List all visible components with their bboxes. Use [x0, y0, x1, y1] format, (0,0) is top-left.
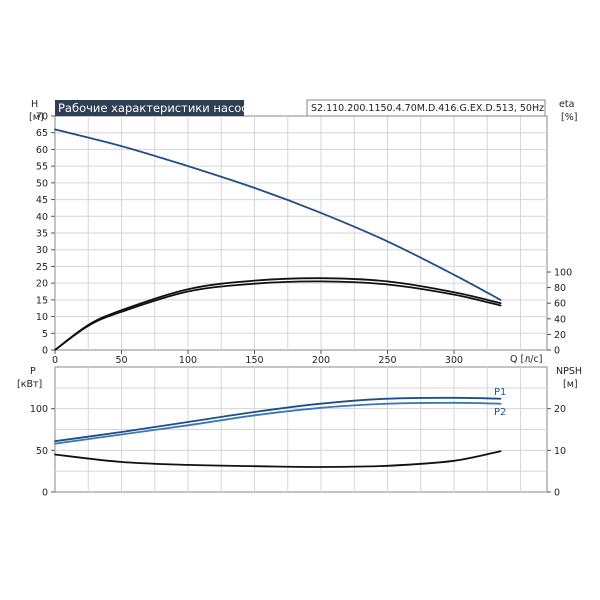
series-line-P2 [54, 401, 502, 445]
left-axis-tick-label: 35 [36, 229, 48, 240]
left-axis-tick-label: 30 [36, 245, 48, 256]
series-line-H [54, 128, 502, 301]
right-axis-tick-label: 80 [554, 283, 566, 294]
left-axis-tick-label: 0 [42, 488, 48, 499]
top-series [54, 128, 502, 351]
npsh-axis-unit: [м] [563, 379, 578, 390]
left-axis-tick-label: 50 [36, 178, 48, 189]
x-axis-tick-label: 0 [52, 355, 58, 366]
h-axis-label: H [31, 99, 38, 110]
chart-title: Рабочие характеристики насоса [58, 101, 255, 115]
p-axis-unit: [кВт] [17, 379, 42, 390]
model-label: S2.110.200.1150.4.70M.D.416.G.EX.D.513, … [311, 103, 544, 114]
right-axis-tick-label: 10 [554, 446, 566, 457]
left-axis-tick-label: 55 [36, 162, 48, 173]
bottom-grid [55, 367, 547, 492]
bottom-ticks: 0 50 100 0 10 20 [30, 404, 566, 498]
legend-p1: P1 [494, 387, 506, 398]
left-axis-tick-label: 0 [42, 346, 48, 357]
series-line-P1 [54, 396, 502, 443]
left-axis-tick-label: 10 [36, 312, 48, 323]
left-axis-tick-label: 70 [36, 112, 48, 123]
legend-p2: P2 [494, 407, 506, 418]
right-axis-tick-label: 40 [554, 314, 566, 325]
top-panel: 0 5 10 15 20 25 30 35 40 45 50 55 60 65 70 0 20 40 60 80 100… [29, 99, 577, 366]
right-axis-tick-label: 60 [554, 299, 566, 310]
left-axis-tick-label: 100 [30, 404, 48, 415]
left-axis-tick-label: 40 [36, 212, 48, 223]
left-axis-tick-label: 20 [36, 279, 48, 290]
left-axis-tick-label: 60 [36, 145, 48, 156]
x-axis-label: Q [л/с] [510, 354, 542, 365]
right-axis-tick-label: 100 [554, 268, 572, 279]
left-axis-tick-label: 65 [36, 128, 48, 139]
npsh-axis-label: NPSH [556, 366, 582, 377]
eta-axis-unit: [%] [561, 112, 577, 123]
p-axis-label: P [30, 366, 36, 377]
h-axis-unit: [м] [29, 112, 44, 123]
x-axis-tick-label: 100 [179, 355, 197, 366]
series-line-eta_outer [54, 277, 502, 351]
right-axis-tick-label: 0 [554, 346, 560, 357]
left-axis-tick-label: 50 [36, 446, 48, 457]
left-axis-tick-label: 25 [36, 262, 48, 273]
right-axis-tick-label: 20 [554, 404, 566, 415]
top-ticks: 0 5 10 15 20 25 30 35 40 45 50 55 60 65 70 0 20 40 60 80 100… [36, 112, 572, 367]
x-axis-tick-label: 300 [445, 355, 463, 366]
title-box [55, 100, 244, 116]
right-axis-tick-label: 20 [554, 330, 566, 341]
top-grid [55, 116, 547, 350]
right-axis-tick-label: 0 [554, 488, 560, 499]
left-axis-tick-label: 5 [42, 329, 48, 340]
model-box [306, 99, 546, 117]
left-axis-tick-label: 45 [36, 195, 48, 206]
x-axis-tick-label: 150 [245, 355, 263, 366]
x-axis-tick-label: 200 [312, 355, 330, 366]
left-axis-tick-label: 15 [36, 295, 48, 306]
x-axis-tick-label: 250 [378, 355, 396, 366]
bottom-panel: 0 50 100 0 10 20 P [кВт] NPSH [м] P1 P2 [17, 366, 582, 499]
eta-axis-label: eta [559, 99, 574, 110]
bottom-series [54, 396, 502, 468]
series-line-NPSH [54, 450, 502, 468]
series-line-eta_inner [54, 280, 502, 351]
x-axis-tick-label: 50 [115, 355, 127, 366]
